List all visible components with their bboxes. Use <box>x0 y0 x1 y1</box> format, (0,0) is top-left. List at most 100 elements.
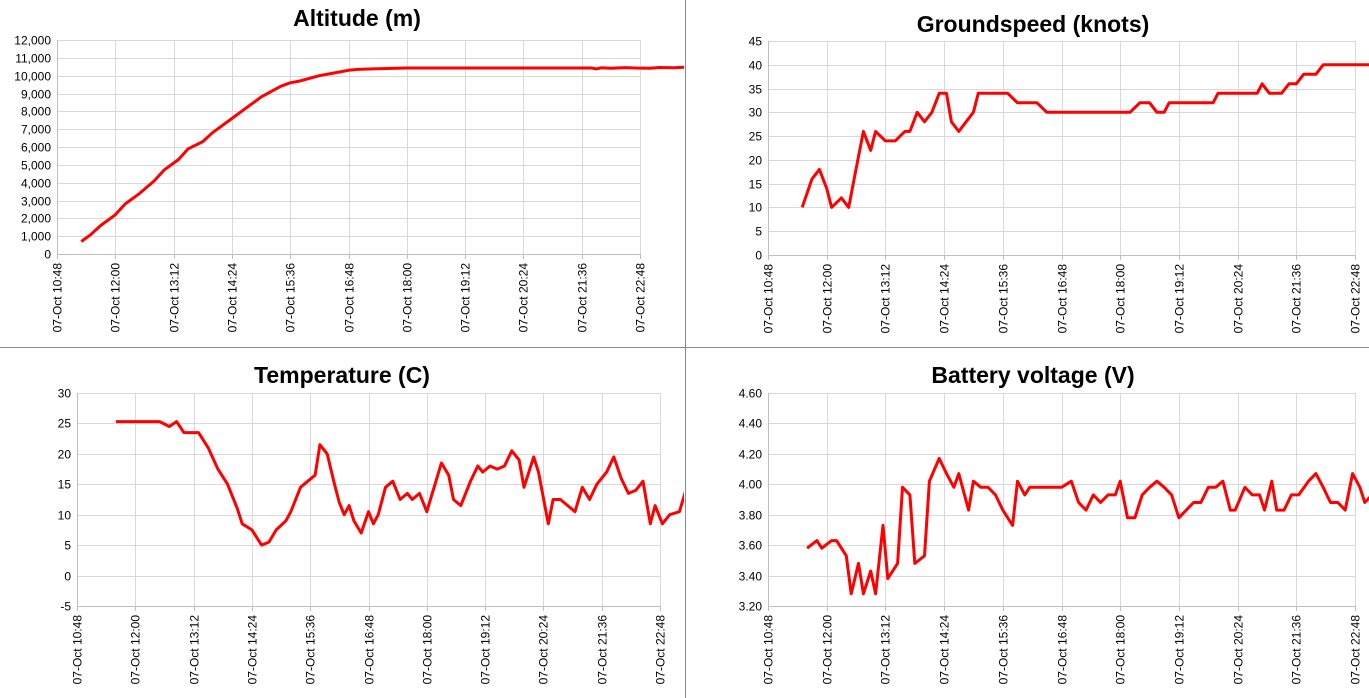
x-tick-label: 07-Oct 15:36 <box>284 263 298 333</box>
x-tick-label: 07-Oct 18:00 <box>401 263 415 333</box>
y-tick-label: 15 <box>749 178 763 192</box>
groundspeed-chart-svg: Groundspeed (knots) 0 5 10 15 20 25 30 35 40 45 07… <box>749 11 1369 334</box>
y-tick-label: 10 <box>58 509 72 523</box>
horizontal-divider <box>0 347 1369 348</box>
y-tick-label: 3.60 <box>739 539 763 553</box>
chart-title: Groundspeed (knots) <box>917 11 1150 37</box>
y-tick-label: 30 <box>58 387 72 401</box>
x-tick-label: 07-Oct 22:48 <box>1349 615 1363 685</box>
x-tick-label: 07-Oct 10:48 <box>71 615 85 685</box>
y-tick-label: 4.40 <box>739 417 763 431</box>
x-tick-label: 07-Oct 15:36 <box>997 264 1011 334</box>
chart-title: Battery voltage (V) <box>931 362 1134 388</box>
y-tick-label: 1,000 <box>21 230 51 244</box>
y-tick-label: 25 <box>749 130 763 144</box>
y-tick-label: 45 <box>749 35 763 49</box>
y-tick-label: 7,000 <box>21 123 51 137</box>
x-tick-label: 07-Oct 13:12 <box>879 615 893 685</box>
x-tick-label: 07-Oct 19:12 <box>459 263 473 333</box>
x-tick-label: 07-Oct 22:48 <box>634 263 648 333</box>
y-tick-label: 9,000 <box>21 88 51 102</box>
y-tick-label: -5 <box>60 600 71 614</box>
altitude-chart-svg: Altitude (m) 0 1,000 2,000 3,000 4,000 5,000 6… <box>14 5 684 333</box>
y-tick-label: 4,000 <box>21 177 51 191</box>
x-tick-label: 07-Oct 12:00 <box>821 615 835 685</box>
y-tick-label: 0 <box>44 248 51 262</box>
x-tick-label: 07-Oct 21:36 <box>596 615 610 685</box>
battery-voltage-chart: Battery voltage (V) 3.20 3.40 3.60 3.80 4.00… <box>686 348 1369 698</box>
y-tick-label: 0 <box>64 570 71 584</box>
battery-voltage-chart-svg: Battery voltage (V) 3.20 3.40 3.60 3.80 4.00… <box>739 362 1369 685</box>
x-tick-label: 07-Oct 21:36 <box>576 263 590 333</box>
x-tick-label: 07-Oct 19:12 <box>1173 264 1187 334</box>
x-tick-label: 07-Oct 22:48 <box>1349 264 1363 334</box>
x-tick-label: 07-Oct 10:48 <box>762 264 776 334</box>
y-tick-label: 8,000 <box>21 105 51 119</box>
y-tick-label: 10 <box>749 201 763 215</box>
x-tick-label: 07-Oct 16:48 <box>363 615 377 685</box>
x-tick-label: 07-Oct 18:00 <box>1114 615 1128 685</box>
y-tick-label: 5 <box>64 539 71 553</box>
x-tick-label: 07-Oct 20:24 <box>1232 264 1246 334</box>
x-tick-label: 07-Oct 13:12 <box>188 615 202 685</box>
y-tick-label: 11,000 <box>15 52 51 66</box>
groundspeed-chart: Groundspeed (knots) 0 5 10 15 20 25 30 35 40 45 07… <box>686 0 1369 346</box>
x-tick-label: 07-Oct 14:24 <box>226 263 240 333</box>
x-tick-label: 07-Oct 22:48 <box>654 615 668 685</box>
y-tick-label: 20 <box>58 448 72 462</box>
x-tick-label: 07-Oct 18:00 <box>421 615 435 685</box>
x-tick-label: 07-Oct 16:48 <box>1056 264 1070 334</box>
y-tick-label: 3,000 <box>21 195 51 209</box>
y-tick-label: 3.40 <box>739 570 763 584</box>
x-tick-label: 07-Oct 12:00 <box>821 264 835 334</box>
x-tick-label: 07-Oct 15:36 <box>997 615 1011 685</box>
y-tick-label: 12,000 <box>14 34 51 48</box>
altitude-chart: Altitude (m) 0 1,000 2,000 3,000 4,000 5,000 6… <box>0 0 684 346</box>
x-tick-label: 07-Oct 20:24 <box>1232 615 1246 685</box>
y-tick-label: 6,000 <box>21 141 51 155</box>
y-tick-label: 10,000 <box>14 70 51 84</box>
series-line <box>115 420 684 547</box>
y-tick-label: 40 <box>749 59 763 73</box>
y-tick-label: 4.20 <box>739 448 763 462</box>
x-tick-label: 07-Oct 20:24 <box>517 263 531 333</box>
y-tick-label: 15 <box>58 478 72 492</box>
x-tick-label: 07-Oct 18:00 <box>1114 264 1128 334</box>
y-tick-label: 35 <box>749 83 763 97</box>
y-tick-label: 4.60 <box>739 387 763 401</box>
x-tick-label: 07-Oct 19:12 <box>1173 615 1187 685</box>
temperature-chart: Temperature (C) -5 0 5 10 15 20 25 30 07-Oct 10:… <box>0 348 684 698</box>
x-tick-label: 07-Oct 14:24 <box>938 615 952 685</box>
temperature-chart-svg: Temperature (C) -5 0 5 10 15 20 25 30 07-Oct 10:… <box>58 362 684 685</box>
chart-title: Altitude (m) <box>293 5 421 31</box>
y-tick-label: 2,000 <box>21 212 51 226</box>
x-tick-label: 07-Oct 10:48 <box>51 263 65 333</box>
x-tick-label: 07-Oct 15:36 <box>304 615 318 685</box>
y-tick-label: 4.00 <box>739 478 763 492</box>
y-tick-label: 0 <box>755 249 762 263</box>
chart-title: Temperature (C) <box>254 362 430 388</box>
x-tick-label: 07-Oct 20:24 <box>537 615 551 685</box>
x-tick-label: 07-Oct 16:48 <box>343 263 357 333</box>
y-tick-label: 20 <box>749 154 763 168</box>
x-tick-label: 07-Oct 13:12 <box>168 263 182 333</box>
series-line <box>806 456 1369 596</box>
y-tick-label: 5,000 <box>21 159 51 173</box>
y-tick-label: 25 <box>58 417 72 431</box>
y-tick-label: 5 <box>755 225 762 239</box>
y-tick-label: 3.80 <box>739 509 763 523</box>
y-tick-label: 30 <box>749 106 763 120</box>
x-tick-label: 07-Oct 12:00 <box>109 263 123 333</box>
x-tick-label: 07-Oct 14:24 <box>938 264 952 334</box>
series-line <box>800 63 1369 209</box>
x-tick-label: 07-Oct 14:24 <box>246 615 260 685</box>
x-tick-label: 07-Oct 16:48 <box>1056 615 1070 685</box>
series-line <box>80 65 684 243</box>
x-tick-label: 07-Oct 13:12 <box>879 264 893 334</box>
x-tick-label: 07-Oct 10:48 <box>762 615 776 685</box>
x-tick-label: 07-Oct 12:00 <box>129 615 143 685</box>
x-tick-label: 07-Oct 19:12 <box>479 615 493 685</box>
x-tick-label: 07-Oct 21:36 <box>1290 615 1304 685</box>
y-tick-label: 3.20 <box>739 600 763 614</box>
vertical-divider <box>685 0 686 698</box>
